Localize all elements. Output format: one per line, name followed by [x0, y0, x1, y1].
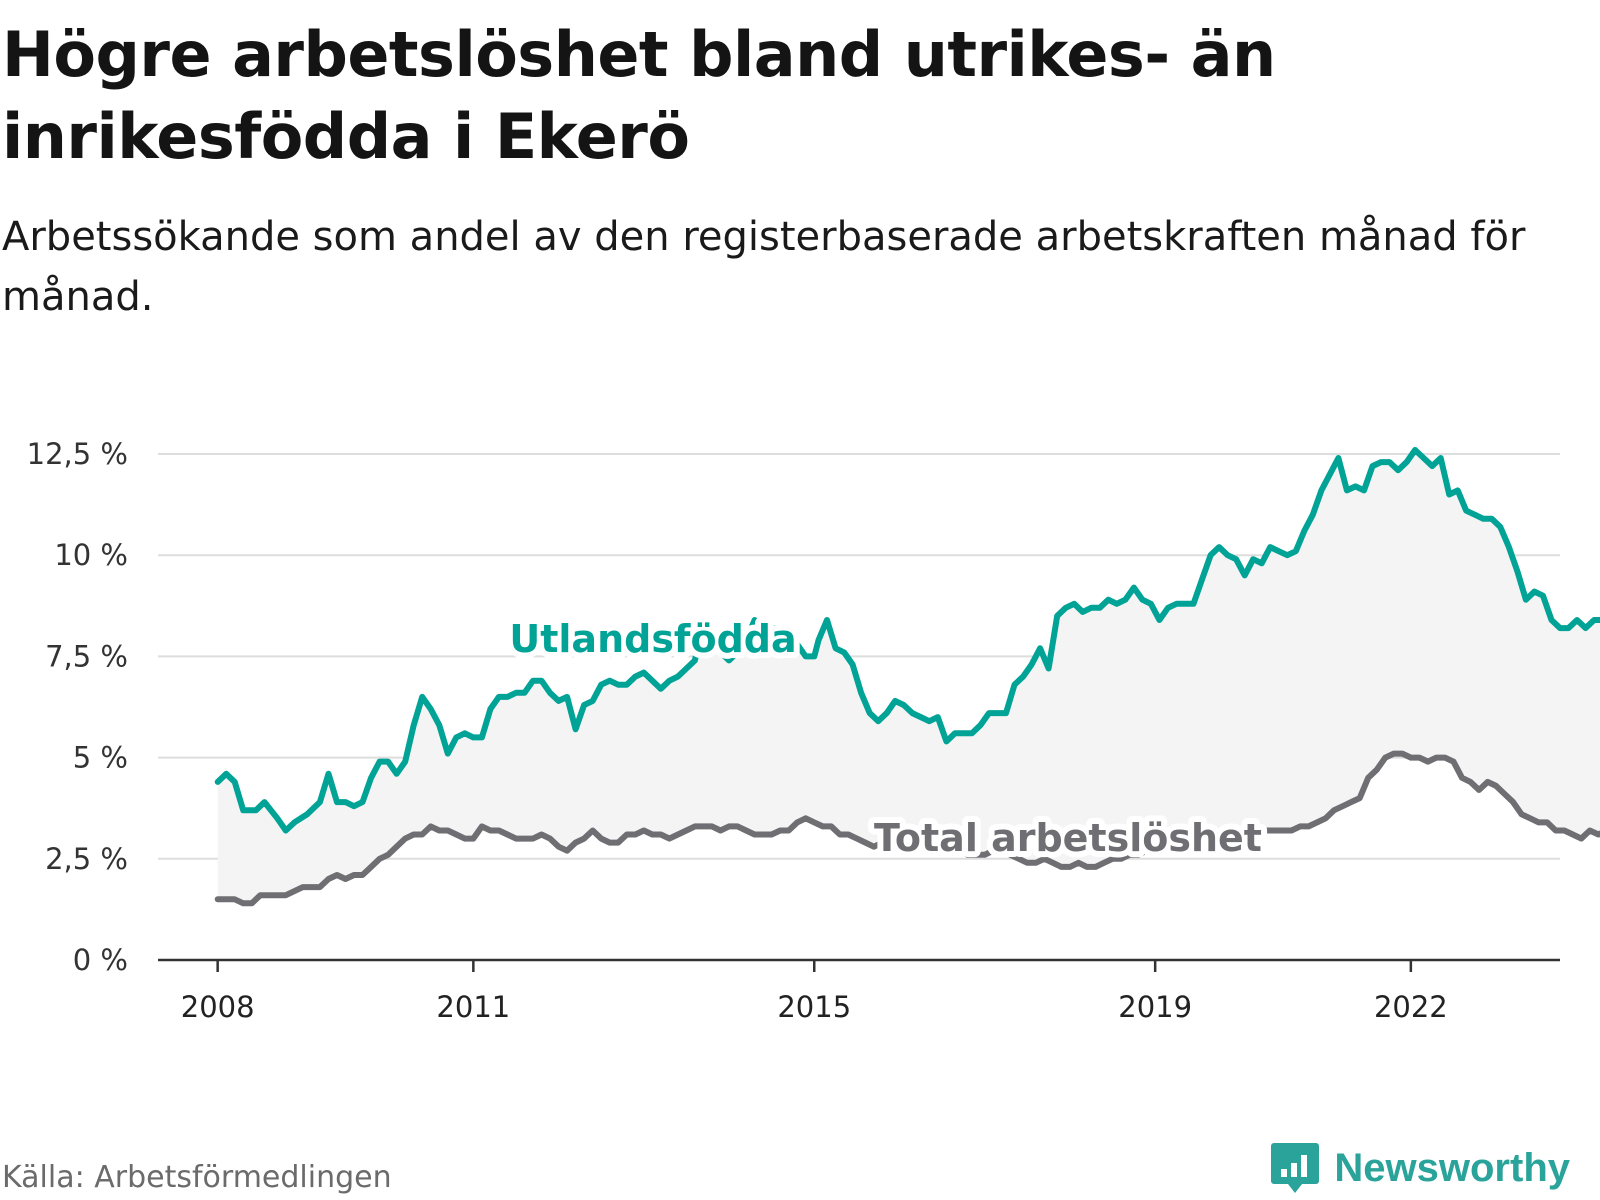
y-tick-label: 5 %	[73, 741, 128, 775]
series-line-total	[214, 750, 1600, 907]
y-tick-label: 2,5 %	[45, 842, 128, 876]
chart-subtitle: Arbetssökande som andel av den registerb…	[2, 214, 1526, 320]
x-tick-label: 2015	[777, 990, 851, 1020]
series-lines	[214, 447, 1600, 907]
y-tick-label: 7,5 %	[45, 639, 128, 673]
brand-name: Newsworthy	[1334, 1145, 1570, 1190]
y-tick-label: 0 %	[73, 943, 128, 977]
line-chart: 0 % 2,5 % 5 % 7,5 % 10 % 12,5 % 2008 2011 2015 20…	[27, 437, 1600, 1020]
gap-band	[217, 450, 1600, 904]
gap-band-area	[217, 450, 1600, 904]
source-note: Källa: Arbetsförmedlingen	[2, 1160, 392, 1195]
axes: 0 % 2,5 % 5 % 7,5 % 10 % 12,5 % 2008 2011 2015 20…	[27, 437, 1560, 1020]
newsworthy-icon	[1271, 1143, 1320, 1193]
series-line-foreign	[214, 447, 1600, 834]
series-label-foreign: Utlandsfödda	[509, 617, 796, 661]
y-tick-label: 10 %	[54, 538, 128, 572]
y-tick-label: 12,5 %	[27, 437, 128, 471]
x-tick-label: 2019	[1118, 990, 1192, 1020]
brand-logo: Newsworthy	[1270, 1141, 1570, 1195]
series-label-total: Total arbetslöshet	[874, 816, 1262, 860]
chart-title: Högre arbetslöshet bland utrikes- än inr…	[2, 18, 1276, 173]
x-tick-label: 2011	[436, 990, 510, 1020]
x-tick-label: 2022	[1374, 990, 1448, 1020]
x-tick-label: 2008	[181, 990, 255, 1020]
